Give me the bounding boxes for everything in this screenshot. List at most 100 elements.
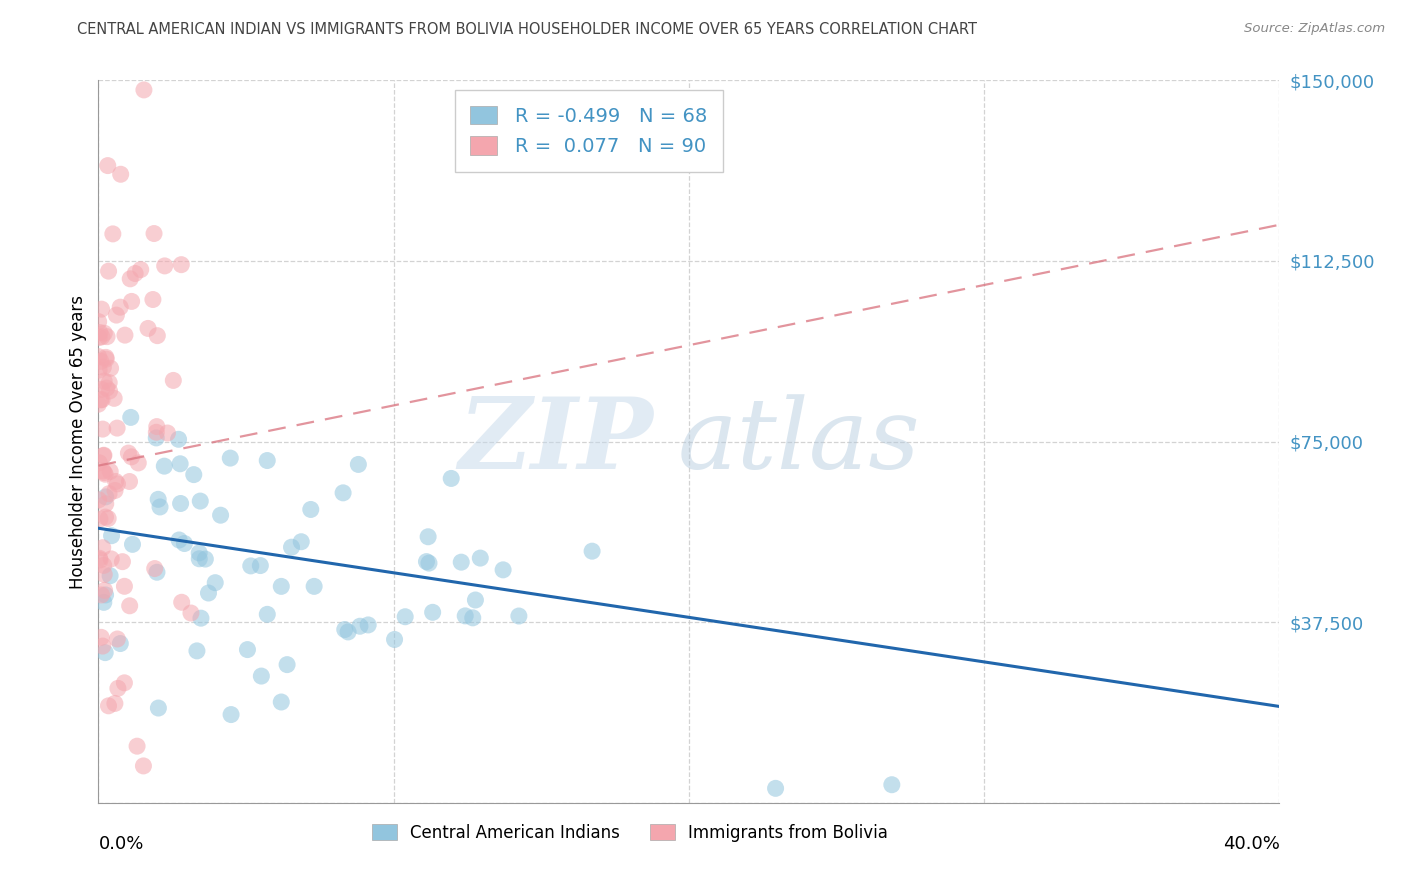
Point bbox=[153, 259, 176, 273]
Point bbox=[89, 553, 111, 567]
Point bbox=[111, 555, 134, 569]
Point bbox=[89, 551, 111, 566]
Point bbox=[101, 227, 124, 241]
Point bbox=[90, 631, 112, 645]
Point bbox=[250, 669, 273, 683]
Point bbox=[169, 457, 191, 471]
Point bbox=[89, 330, 111, 344]
Point bbox=[93, 449, 115, 463]
Point bbox=[118, 475, 141, 489]
Point bbox=[94, 467, 117, 482]
Point bbox=[93, 567, 115, 582]
Point bbox=[418, 556, 440, 570]
Point bbox=[89, 512, 111, 526]
Point bbox=[114, 328, 136, 343]
Point bbox=[94, 351, 117, 365]
Point bbox=[120, 410, 142, 425]
Text: Source: ZipAtlas.com: Source: ZipAtlas.com bbox=[1244, 22, 1385, 36]
Point bbox=[143, 227, 166, 241]
Point bbox=[94, 497, 117, 511]
Point bbox=[96, 329, 118, 343]
Point bbox=[167, 533, 190, 547]
Point bbox=[121, 294, 143, 309]
Point bbox=[87, 492, 110, 507]
Text: ZIP: ZIP bbox=[458, 393, 654, 490]
Point bbox=[394, 609, 416, 624]
Point bbox=[121, 537, 143, 551]
Point bbox=[145, 431, 167, 445]
Point bbox=[107, 681, 129, 696]
Point bbox=[136, 321, 159, 335]
Point bbox=[492, 563, 515, 577]
Point bbox=[156, 425, 179, 440]
Point bbox=[180, 606, 202, 620]
Point bbox=[204, 575, 226, 590]
Text: 40.0%: 40.0% bbox=[1223, 835, 1279, 854]
Point bbox=[108, 300, 131, 314]
Point bbox=[464, 593, 486, 607]
Point bbox=[93, 326, 115, 341]
Point bbox=[89, 326, 111, 340]
Point bbox=[450, 555, 472, 569]
Point bbox=[333, 623, 356, 637]
Point bbox=[91, 541, 114, 555]
Point bbox=[148, 701, 170, 715]
Point bbox=[508, 609, 530, 624]
Point bbox=[276, 657, 298, 672]
Point bbox=[142, 293, 165, 307]
Point bbox=[114, 579, 136, 593]
Point bbox=[422, 605, 444, 619]
Point bbox=[290, 534, 312, 549]
Point bbox=[256, 453, 278, 467]
Point bbox=[209, 508, 232, 523]
Point bbox=[124, 267, 146, 281]
Point bbox=[127, 456, 149, 470]
Point bbox=[132, 759, 155, 773]
Point bbox=[97, 511, 120, 525]
Point bbox=[93, 558, 115, 573]
Point bbox=[93, 360, 115, 375]
Point bbox=[93, 448, 115, 462]
Point bbox=[183, 467, 205, 482]
Point bbox=[100, 361, 122, 376]
Point bbox=[188, 551, 211, 566]
Point bbox=[143, 561, 166, 575]
Y-axis label: Householder Income Over 65 years: Householder Income Over 65 years bbox=[69, 294, 87, 589]
Point bbox=[90, 330, 112, 344]
Point bbox=[98, 376, 121, 390]
Point bbox=[236, 642, 259, 657]
Point bbox=[87, 397, 110, 411]
Point bbox=[145, 425, 167, 440]
Point bbox=[146, 328, 169, 343]
Point bbox=[90, 354, 112, 368]
Point bbox=[87, 350, 110, 364]
Point bbox=[93, 595, 115, 609]
Point bbox=[90, 392, 112, 407]
Point bbox=[98, 384, 121, 398]
Point bbox=[105, 421, 128, 435]
Text: CENTRAL AMERICAN INDIAN VS IMMIGRANTS FROM BOLIVIA HOUSEHOLDER INCOME OVER 65 YE: CENTRAL AMERICAN INDIAN VS IMMIGRANTS FR… bbox=[77, 22, 977, 37]
Point bbox=[256, 607, 278, 622]
Point bbox=[173, 536, 195, 550]
Point bbox=[100, 552, 122, 566]
Point bbox=[169, 496, 191, 510]
Point bbox=[120, 450, 142, 464]
Point bbox=[90, 383, 112, 397]
Point bbox=[104, 475, 127, 489]
Legend: Central American Indians, Immigrants from Bolivia: Central American Indians, Immigrants fro… bbox=[366, 817, 894, 848]
Point bbox=[302, 579, 325, 593]
Point bbox=[270, 695, 292, 709]
Point bbox=[239, 558, 262, 573]
Point bbox=[765, 781, 787, 796]
Point bbox=[96, 381, 118, 395]
Point bbox=[93, 466, 115, 480]
Point bbox=[149, 500, 172, 514]
Point bbox=[384, 632, 406, 647]
Point bbox=[880, 778, 903, 792]
Point bbox=[146, 566, 169, 580]
Point bbox=[94, 510, 117, 524]
Point bbox=[91, 464, 114, 478]
Point bbox=[440, 471, 463, 485]
Point bbox=[148, 492, 170, 507]
Point bbox=[97, 698, 120, 713]
